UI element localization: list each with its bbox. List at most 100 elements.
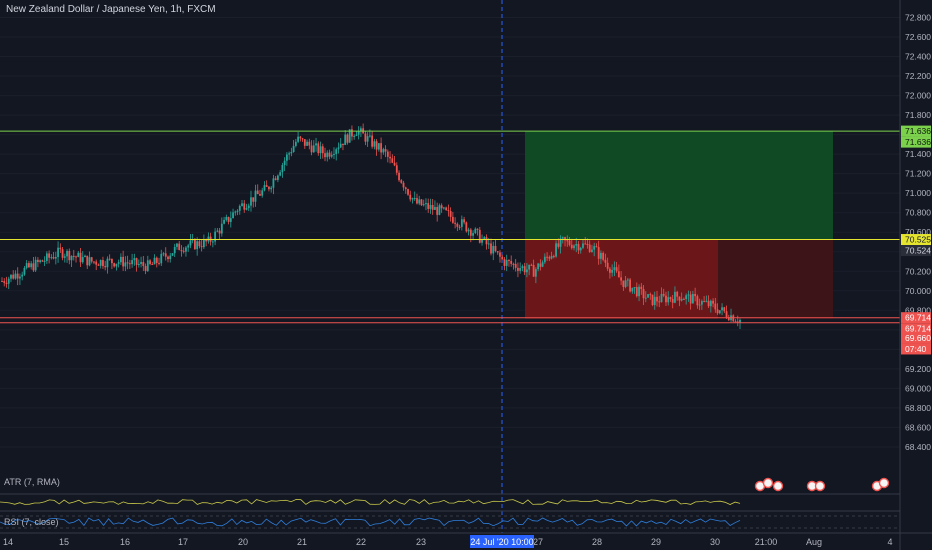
candle-body (63, 256, 66, 258)
time-tick-label: 15 (59, 537, 69, 547)
candle-body (344, 134, 347, 146)
candle-body (548, 257, 551, 259)
time-axis: 14 15 16 17 20 21 22 23 27 28 29 30 21:00 Aug 4 24 Jul … (0, 532, 932, 548)
candle-body (373, 141, 376, 147)
candle-body (566, 240, 569, 242)
candle-body (254, 190, 257, 202)
candle-body (469, 229, 472, 236)
candle-body (351, 129, 353, 137)
time-tick-label: 14 (3, 537, 13, 547)
price-tick-label: 71.000 (905, 188, 931, 198)
candle-body (290, 152, 293, 154)
candle-body (1, 281, 3, 283)
candle-body (436, 207, 439, 215)
candle-body (104, 266, 107, 268)
candle-body (315, 143, 317, 146)
target-price-tag-2-bg (901, 136, 931, 148)
candle-body (93, 261, 95, 263)
candle-body (346, 134, 349, 143)
candle-body (698, 304, 701, 306)
candle-body (133, 258, 136, 261)
candle-body (368, 135, 371, 137)
candle-body (541, 262, 544, 267)
candle-body (68, 250, 71, 261)
candle-body (700, 301, 703, 305)
candle-body (644, 297, 647, 299)
candle-body (611, 269, 614, 273)
candle-body (465, 222, 468, 232)
candle-body (499, 252, 501, 257)
candle-body (393, 162, 396, 166)
candle-body (608, 268, 611, 273)
candle-body (638, 286, 640, 297)
candle-body (202, 239, 205, 248)
candle-body (705, 300, 708, 302)
atr-label[interactable]: ATR (7, RMA) (4, 477, 60, 487)
time-tick-label: 30 (710, 537, 720, 547)
candle-body (16, 273, 19, 279)
candle-body (45, 253, 48, 261)
candle-body (546, 256, 548, 258)
candle-body (225, 216, 228, 220)
candle-body (474, 228, 477, 234)
candle-body (97, 264, 100, 266)
candle-body (3, 281, 6, 283)
candle-body (386, 151, 389, 157)
candle-body (335, 149, 338, 154)
candles (1, 123, 741, 330)
candle-body (525, 269, 528, 273)
candle-body (330, 154, 333, 157)
candle-body (658, 301, 661, 303)
rsi-label[interactable]: RSI (7, close) (4, 517, 59, 527)
candle-body (707, 300, 710, 307)
candle-body (557, 243, 560, 247)
candle-body (389, 156, 391, 159)
time-cursor-bg (470, 535, 534, 548)
time-tick-label: 4 (887, 537, 892, 547)
time-tick-label: Aug (806, 537, 822, 547)
candle-body (146, 260, 149, 271)
chart-title: New Zealand Dollar / Japanese Yen, 1h, F… (6, 4, 216, 15)
candle-body (438, 205, 441, 215)
candle-body (591, 249, 593, 252)
candle-body (162, 253, 165, 255)
price-tick-label: 72.600 (905, 32, 931, 42)
candle-body (676, 291, 679, 297)
candle-body (490, 243, 492, 254)
candle-body (119, 256, 122, 263)
candle-body (256, 190, 259, 195)
price-tick-label: 72.200 (905, 71, 931, 81)
candle-body (642, 289, 645, 299)
candle-body (604, 259, 607, 263)
candle-body (19, 276, 21, 279)
candle-body (624, 280, 627, 287)
current-price-tag-bg (901, 332, 931, 344)
candle-body (561, 237, 564, 239)
time-tick-label: 16 (120, 537, 130, 547)
candle-body (593, 246, 596, 250)
stop-price-tag-bg (901, 312, 931, 324)
candle-body (375, 141, 378, 150)
candle-body (43, 260, 46, 262)
candle-body (5, 282, 8, 284)
candle-body (30, 263, 33, 268)
candle-body (398, 172, 400, 181)
candle-body (739, 319, 741, 323)
candle-body (395, 165, 398, 173)
candle-body (463, 219, 465, 223)
candle-body (409, 194, 412, 200)
candle-body (245, 208, 248, 210)
candle-body (445, 207, 448, 211)
price-tick-label: 71.200 (905, 169, 931, 179)
candle-body (151, 264, 154, 266)
candle-body (66, 250, 68, 257)
candle-body (99, 260, 102, 266)
price-tick-label: 69.200 (905, 364, 931, 374)
candle-body (333, 153, 335, 155)
candle-body (528, 264, 531, 270)
candle-body (149, 260, 151, 265)
candle-body (178, 243, 181, 251)
candle-body (270, 187, 273, 190)
candle-body (137, 263, 140, 265)
